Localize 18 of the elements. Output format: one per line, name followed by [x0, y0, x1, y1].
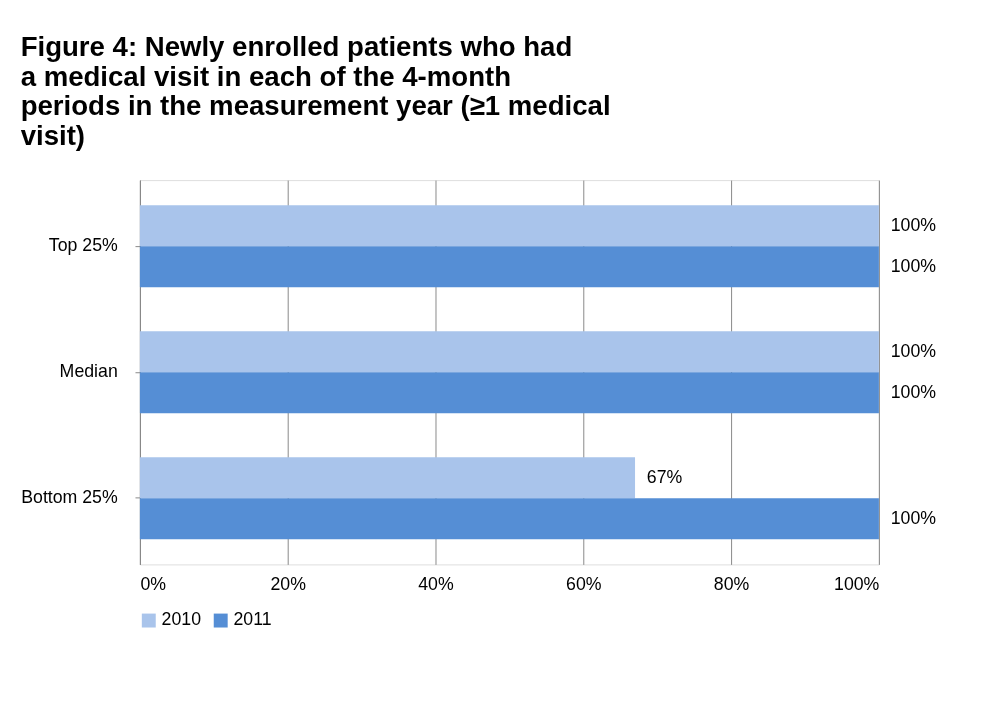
x-tick-label: 0%	[140, 574, 167, 595]
data-label: 67%	[646, 466, 683, 487]
x-tick-label: 40%	[418, 574, 454, 595]
x-tick-label: 60%	[566, 574, 602, 595]
data-label: 100%	[890, 214, 937, 235]
legend-label: 2010	[161, 609, 202, 630]
legend-label: 2011	[233, 609, 272, 630]
y-tick-label: Top 25%	[48, 235, 118, 256]
data-label: 100%	[890, 381, 937, 402]
chart-title: Figure 4: Newly enrolled patients who had a medical visit in each of the 4-month periods in the measurement year (≥1 medical visit)	[20, 30, 611, 151]
data-label: 100%	[890, 507, 937, 528]
y-tick-label: Median	[59, 361, 118, 382]
x-tick-label: 20%	[270, 574, 307, 595]
x-tick-label: 80%	[713, 574, 750, 595]
data-label: 100%	[890, 340, 937, 361]
data-label: 100%	[890, 255, 937, 276]
y-tick-label: Bottom 25%	[21, 487, 118, 508]
x-tick-label: 100%	[834, 574, 880, 595]
